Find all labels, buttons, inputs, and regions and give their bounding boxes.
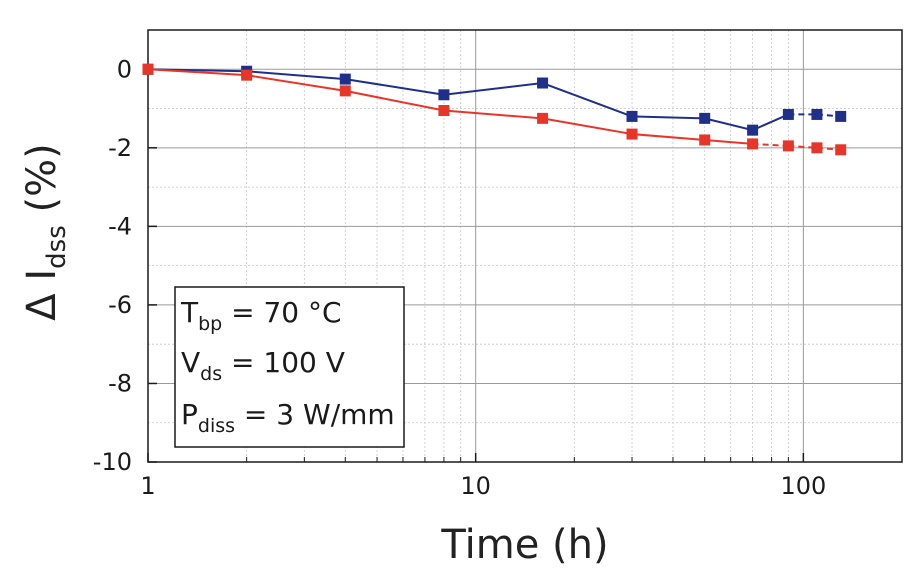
y-tick-label: -2 xyxy=(108,134,132,162)
y-tick-label: -10 xyxy=(93,448,132,476)
conditions-box: Tbp = 70 °C Vds = 100 V Pdiss = 3 W/mm xyxy=(174,286,405,448)
series-2-point xyxy=(241,69,253,81)
y-axis-title-suffix: (%) xyxy=(19,143,65,225)
y-axis-title-main: Δ I xyxy=(19,269,65,321)
series-2-segment xyxy=(246,74,346,92)
series-1-point xyxy=(747,124,759,136)
series-1-point xyxy=(835,110,847,122)
conditions-box-frame xyxy=(174,286,405,448)
condition-line-1: Tbp = 70 °C xyxy=(180,296,342,335)
series-2-segment xyxy=(704,138,753,145)
series-1-point xyxy=(811,108,823,120)
series-1-segment xyxy=(345,78,445,96)
x-axis-title: Time (h) xyxy=(440,522,608,568)
series-1-segment xyxy=(752,113,789,132)
y-tick-labels: 0 -2 -4 -6 -8 -10 xyxy=(93,55,132,476)
series-1-segment xyxy=(542,82,633,118)
series-2-point xyxy=(747,138,759,150)
series-2-point xyxy=(835,144,847,156)
y-tick-label: -4 xyxy=(108,212,132,240)
series-1-segment xyxy=(631,115,705,120)
condition-line-3: Pdiss = 3 W/mm xyxy=(181,398,395,437)
series-1-segment xyxy=(704,117,753,132)
series-2-segment xyxy=(443,109,543,120)
y-axis-title-sub: dss xyxy=(42,225,72,269)
y-tick-label: -6 xyxy=(108,291,132,319)
series-1-segment xyxy=(246,70,346,81)
series-1-point xyxy=(782,108,794,120)
series-2-segment xyxy=(752,142,789,147)
series-1-point xyxy=(438,89,450,101)
series-2-point xyxy=(537,112,549,124)
series-2-point xyxy=(699,134,711,146)
series-2-point xyxy=(811,142,823,154)
series-2-point xyxy=(339,85,351,97)
series-1-point xyxy=(699,112,711,124)
series-2-segment xyxy=(345,89,445,112)
series-2-segment xyxy=(631,133,705,141)
series-layer xyxy=(142,63,847,156)
series-1-point xyxy=(339,73,351,85)
series-2-point xyxy=(626,128,638,140)
plot-frame xyxy=(147,29,903,463)
x-tick-label: 1 xyxy=(140,472,155,500)
series-2-segment xyxy=(147,68,247,77)
series-2-point xyxy=(438,105,450,117)
condition-line-2: Vds = 100 V xyxy=(181,346,345,385)
x-tick-label: 10 xyxy=(460,472,491,500)
y-tick-label: -8 xyxy=(108,369,132,397)
minor-gridlines xyxy=(148,30,902,462)
series-2-point xyxy=(142,63,154,75)
series-1-segment xyxy=(443,82,543,96)
x-tick-labels: 1 10 100 xyxy=(140,472,826,500)
y-tick-label: 0 xyxy=(117,55,132,83)
series-2-segment xyxy=(542,117,633,136)
series-2 xyxy=(142,63,847,156)
series-1-point xyxy=(537,77,549,89)
series-1-point xyxy=(626,110,638,122)
series-2-point xyxy=(782,140,794,152)
y-axis-title: Δ Idss (%) xyxy=(19,143,72,320)
x-tick-label: 100 xyxy=(780,472,826,500)
